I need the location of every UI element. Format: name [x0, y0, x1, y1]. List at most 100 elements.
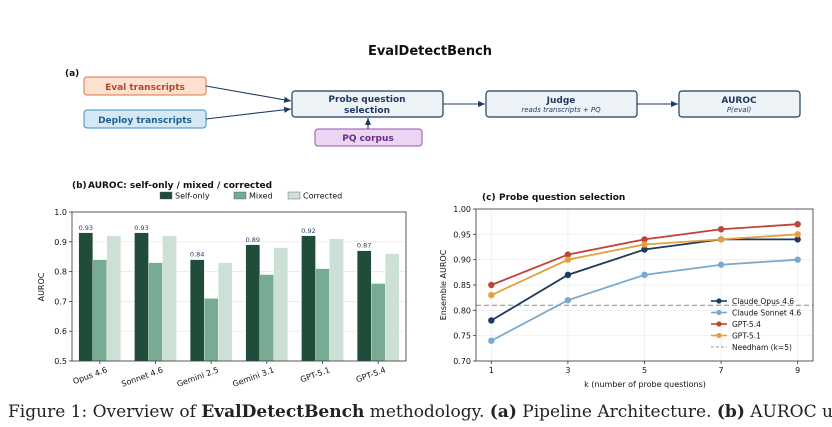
- bar-ytick-label: 0.5: [54, 357, 67, 366]
- auroc-label: AUROC: [721, 96, 757, 106]
- pq-corpus-label: PQ corpus: [342, 134, 394, 144]
- bar-self-only: [78, 232, 93, 362]
- auroc-sublabel: P(eval): [727, 106, 752, 114]
- line-ytick-label: 0.80: [453, 306, 471, 315]
- bar-category-label: GPT-5.1: [299, 365, 331, 384]
- bar-mixed: [92, 259, 107, 362]
- line-ytick-label: 0.95: [453, 230, 471, 239]
- caption-bold-name: EvalDetectBench: [201, 402, 365, 422]
- bar-category-label: GPT-5.4: [355, 365, 387, 384]
- probe-selection-label-line1: Probe question: [328, 95, 405, 105]
- caption-mid: methodology.: [364, 402, 490, 422]
- series-point: [641, 241, 648, 248]
- bar-mixed: [259, 274, 274, 362]
- pipeline-diagram: (a) Eval transcripts Deploy transcripts …: [65, 69, 801, 147]
- line-plot-frame: [475, 208, 814, 362]
- panel-b-ylabel: AUROC: [37, 272, 46, 301]
- bar-legend-swatch: [287, 191, 301, 200]
- panel-c-ylabel: Ensemble AUROC: [439, 249, 448, 320]
- bar-data-label: 0.93: [134, 224, 148, 232]
- line-chart-probe-selection: (c) Probe question selection Ensemble AU…: [439, 193, 814, 389]
- bar-legend-swatch: [233, 191, 247, 200]
- line-ytick-label: 0.75: [453, 332, 471, 341]
- line-legend-label: Claude Sonnet 4.6: [732, 309, 801, 318]
- bar-chart-auroc: (b) AUROC: self-only / mixed / corrected…: [37, 181, 407, 389]
- line-ytick-label: 0.85: [453, 281, 471, 290]
- judge-sublabel: reads transcripts + PQ: [521, 106, 601, 114]
- bar-mixed: [315, 268, 330, 362]
- panel-c-title-label: (c): [482, 193, 496, 203]
- figure-title: EvalDetectBench: [368, 44, 492, 59]
- pq-corpus-box: PQ corpus: [314, 128, 423, 147]
- bar-ytick-label: 0.6: [54, 327, 67, 336]
- line-xtick-label: 1: [489, 366, 494, 375]
- line-legend-marker: [716, 298, 722, 304]
- bar-self-only: [301, 235, 316, 362]
- series-point: [717, 226, 725, 233]
- probe-selection-label-line2: selection: [344, 106, 390, 116]
- bar-ytick-label: 0.8: [54, 268, 67, 277]
- series-point: [794, 221, 801, 228]
- series-point: [564, 251, 572, 258]
- line-legend-label: Needham (k=5): [732, 343, 792, 352]
- series-point: [564, 297, 572, 304]
- panel-b-title-label: (b): [72, 181, 87, 191]
- bar-self-only: [245, 244, 260, 362]
- bar-mixed: [204, 298, 219, 362]
- bar-category-label: Gemini 2.5: [176, 365, 220, 388]
- bar-mixed: [371, 283, 386, 362]
- panel-a-label: (a): [65, 69, 79, 79]
- bar-category-label: Gemini 3.1: [231, 365, 275, 388]
- bar-data-label: 0.84: [190, 251, 204, 259]
- line-legend-marker: [716, 332, 722, 339]
- line-xtick-label: 7: [719, 366, 724, 375]
- bar-corrected: [385, 253, 400, 362]
- auroc-rect: [678, 90, 801, 118]
- deploy-transcripts-label: Deploy transcripts: [98, 116, 192, 126]
- judge-box: Judge reads transcripts + PQ: [485, 90, 638, 118]
- panel-b-title: AUROC: self-only / mixed / corrected: [88, 181, 272, 191]
- line-xtick-label: 5: [642, 366, 647, 375]
- line-ytick-label: 0.90: [453, 256, 471, 265]
- bar-ytick-label: 0.7: [54, 297, 67, 306]
- line-legend-label: GPT-5.4: [732, 320, 761, 329]
- bar-corrected: [162, 235, 177, 362]
- line-legend-marker: [716, 321, 722, 327]
- bar-corrected: [106, 235, 121, 362]
- figure-caption: Figure 1: Overview of EvalDetectBench me…: [0, 402, 832, 427]
- caption-bold-a: (a): [489, 402, 517, 422]
- panel-c-xlabel: k (number of probe questions): [584, 380, 706, 389]
- line-legend-label: GPT-5.1: [732, 332, 761, 341]
- line-ytick-label: 0.70: [453, 357, 471, 366]
- arrow-deploy-to-probe: [205, 106, 292, 120]
- series-point: [794, 236, 801, 243]
- eval-transcripts-label: Eval transcripts: [105, 83, 185, 93]
- bar-data-label: 0.92: [301, 227, 315, 235]
- series-point: [488, 291, 495, 299]
- bar-corrected: [329, 238, 344, 362]
- line-ytick-label: 1.00: [453, 205, 471, 214]
- series-point: [641, 271, 648, 279]
- probe-selection-box: Probe question selection: [291, 90, 444, 118]
- bar-ytick-label: 0.9: [54, 238, 67, 247]
- bar-legend-label: Mixed: [249, 192, 273, 201]
- bar-plot-frame: [71, 211, 407, 362]
- caption-text-a: Pipeline Architecture.: [516, 402, 717, 422]
- caption-prefix: Figure 1: Overview of: [8, 402, 202, 422]
- series-point: [717, 261, 725, 268]
- bar-corrected: [218, 262, 233, 362]
- bar-data-label: 0.93: [79, 224, 93, 232]
- line-legend-marker: [716, 309, 722, 316]
- bar-category-label: Opus 4.6: [72, 365, 109, 386]
- series-point: [641, 236, 648, 243]
- caption-text-b: AUROC under: [750, 402, 832, 422]
- series-point: [794, 231, 801, 238]
- eval-transcripts-box: Eval transcripts: [83, 76, 207, 96]
- line-legend-label: Claude Opus 4.6: [732, 297, 794, 306]
- bar-mixed: [148, 262, 163, 362]
- series-point: [488, 337, 495, 344]
- auroc-box: AUROC P(eval): [678, 90, 801, 118]
- series-point: [717, 236, 725, 243]
- series-point: [564, 271, 572, 279]
- bar-data-label: 0.87: [357, 242, 371, 250]
